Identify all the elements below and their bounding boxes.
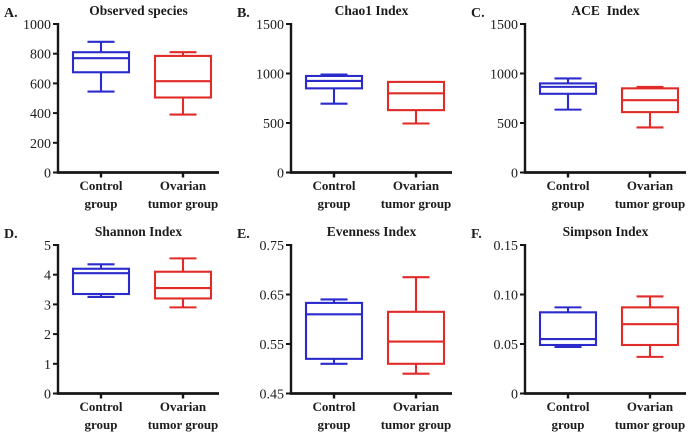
y-tick-label: 5 <box>44 239 51 254</box>
box-plot-control-group <box>538 77 597 111</box>
panel-e: E. Evenness Index 0.75 0.65 0.55 0.45 Control g… <box>233 221 466 442</box>
iqr-box <box>71 51 131 74</box>
box-plot-ovarian-tumor-group <box>387 80 446 125</box>
box-plot-ovarian-tumor-group <box>153 257 213 309</box>
panel-c: C. ACE Index 1500 1000 500 0 Control group Ovari… <box>467 0 700 221</box>
y-tick-label: 2 <box>44 328 51 343</box>
box-plot-ovarian-tumor-group <box>387 276 446 375</box>
plot-canvas: A. Observed species 1000 800 600 400 200 0 Contr… <box>4 3 219 211</box>
y-tick-label: 0.10 <box>493 289 517 304</box>
y-tick-label: 1 <box>44 358 51 373</box>
y-tick-label: 400 <box>30 107 51 122</box>
plot-canvas: B. Chao1 Index 1500 1000 500 0 Control group Ova… <box>237 3 453 211</box>
y-tick-label: 0.75 <box>260 239 284 254</box>
panel-title: ACE Index <box>571 3 639 18</box>
x-category-label-line2: group <box>85 417 118 432</box>
y-tick-label: 0.45 <box>260 387 284 402</box>
x-category-label-line1: Ovarian <box>160 178 207 193</box>
box-plot-ovarian-tumor-group <box>620 295 679 358</box>
x-category-label-line1: Ovarian <box>627 399 674 414</box>
panel-letter: D. <box>4 227 18 242</box>
plot-canvas: D. Shannon Index 5 4 3 2 1 0 Control group Ovarian… <box>4 224 219 432</box>
iqr-box <box>305 74 364 90</box>
x-category-label-line1: Control <box>313 399 356 414</box>
y-tick-label: 0 <box>44 166 51 181</box>
x-category-label-line2: tumor group <box>148 417 219 432</box>
y-tick-label: 1000 <box>23 18 51 33</box>
x-category-label-line1: Ovarian <box>160 399 207 414</box>
x-category-label-line1: Control <box>79 178 122 193</box>
x-category-label-line1: Control <box>79 399 122 414</box>
panel-letter: B. <box>237 6 250 21</box>
panel-title: Observed species <box>89 3 188 18</box>
panel-letter: E. <box>237 227 250 242</box>
iqr-box <box>620 306 679 347</box>
y-tick-label: 1500 <box>490 18 518 33</box>
panel-letter: A. <box>4 6 18 21</box>
panel-title: Shannon Index <box>95 224 183 239</box>
x-category-label-line1: Ovarian <box>627 178 674 193</box>
y-tick-label: 0.15 <box>493 239 517 254</box>
x-category-label-line2: group <box>551 417 584 432</box>
y-tick-label: 4 <box>44 269 51 284</box>
x-category-label-line1: Control <box>546 178 589 193</box>
x-category-label-line2: group <box>551 196 584 211</box>
x-category-label-line1: Control <box>313 178 356 193</box>
panel-d: D. Shannon Index 5 4 3 2 1 0 Control group Ovarian… <box>0 221 233 442</box>
x-category-label-line1: Control <box>546 399 589 414</box>
y-tick-label: 0 <box>511 166 518 181</box>
iqr-box <box>387 80 446 112</box>
iqr-box <box>538 82 597 95</box>
y-tick-label: 0 <box>44 387 51 402</box>
x-category-label-line2: tumor group <box>614 196 685 211</box>
iqr-box <box>387 310 446 365</box>
box-plot-ovarian-tumor-group <box>620 85 679 129</box>
box-plot-control-group <box>305 73 364 105</box>
panel-title: Evenness Index <box>327 224 417 239</box>
box-plot-control-group <box>71 40 131 93</box>
y-tick-label: 1000 <box>490 68 518 83</box>
y-tick-label: 3 <box>44 298 51 313</box>
x-category-label-line2: tumor group <box>381 196 452 211</box>
box-plot-control-group <box>538 306 597 349</box>
x-category-label-line2: group <box>318 417 351 432</box>
panel-letter: C. <box>471 6 485 21</box>
iqr-box <box>153 270 213 300</box>
y-tick-label: 1500 <box>256 18 284 33</box>
x-category-label-line2: tumor group <box>381 417 452 432</box>
y-tick-label: 500 <box>263 117 284 132</box>
panel-b: B. Chao1 Index 1500 1000 500 0 Control group Ova… <box>233 0 466 221</box>
box-plot-control-group <box>71 263 131 299</box>
plot-canvas: C. ACE Index 1500 1000 500 0 Control group Ovari… <box>471 3 686 211</box>
plot-canvas: F. Simpson Index 0.15 0.10 0.05 0 Control group… <box>471 224 686 432</box>
y-tick-label: 200 <box>30 137 51 152</box>
y-tick-label: 0.65 <box>260 289 284 304</box>
y-tick-label: 600 <box>30 77 51 92</box>
x-category-label-line2: tumor group <box>148 196 219 211</box>
y-tick-label: 0.05 <box>493 338 517 353</box>
x-category-label-line1: Ovarian <box>393 178 440 193</box>
x-category-label-line2: group <box>85 196 118 211</box>
iqr-box <box>305 301 364 360</box>
box-plot-control-group <box>305 298 364 365</box>
panel-a: A. Observed species 1000 800 600 400 200 0 Contr… <box>0 0 233 221</box>
panel-title: Chao1 Index <box>335 3 409 18</box>
x-category-label-line2: group <box>318 196 351 211</box>
panel-f: F. Simpson Index 0.15 0.10 0.05 0 Control group… <box>467 221 700 442</box>
x-category-label-line1: Ovarian <box>393 399 440 414</box>
y-tick-label: 0 <box>511 387 518 402</box>
box-plot-ovarian-tumor-group <box>153 51 213 116</box>
y-tick-label: 0 <box>277 166 284 181</box>
plot-canvas: E. Evenness Index 0.75 0.65 0.55 0.45 Control g… <box>237 224 453 432</box>
panel-title: Simpson Index <box>562 224 648 239</box>
iqr-box <box>153 54 213 99</box>
y-tick-label: 800 <box>30 48 51 63</box>
y-tick-label: 1000 <box>256 68 284 83</box>
y-tick-label: 500 <box>497 117 518 132</box>
x-category-label-line2: tumor group <box>614 417 685 432</box>
panel-letter: F. <box>471 227 482 242</box>
y-tick-label: 0.55 <box>260 338 284 353</box>
